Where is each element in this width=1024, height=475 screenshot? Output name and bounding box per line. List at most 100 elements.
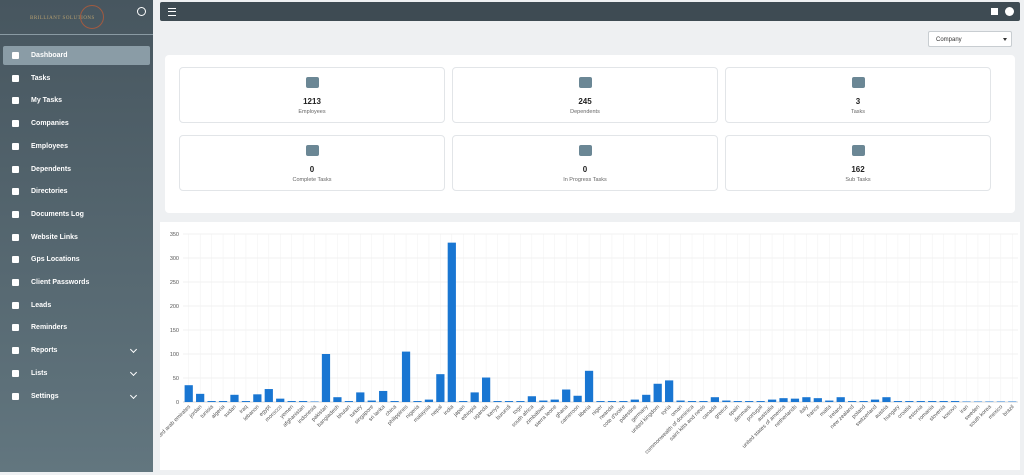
nav-label: Documents Log bbox=[31, 211, 84, 218]
y-tick-label: 150 bbox=[170, 328, 179, 334]
nav-item[interactable]: Leads bbox=[3, 296, 150, 315]
bar bbox=[265, 389, 273, 402]
nav-label: Dependents bbox=[31, 166, 71, 173]
y-tick-label: 300 bbox=[170, 256, 179, 262]
bar bbox=[837, 397, 845, 402]
bar bbox=[745, 401, 753, 402]
logo[interactable]: BRILLIANT SOLUTIONS bbox=[30, 4, 110, 30]
bar bbox=[493, 401, 501, 402]
bar bbox=[848, 401, 856, 402]
bar bbox=[242, 401, 250, 402]
nav-item[interactable]: Reminders bbox=[3, 318, 150, 337]
bar bbox=[722, 401, 730, 402]
nav-item[interactable]: Directories bbox=[3, 182, 150, 201]
card-label: Employees bbox=[180, 109, 444, 115]
bar bbox=[779, 398, 787, 402]
nav-icon bbox=[12, 279, 19, 286]
logo-mark bbox=[80, 5, 104, 29]
nav-icon bbox=[12, 347, 19, 354]
nav-item[interactable]: Dependents bbox=[3, 160, 150, 179]
nav-item[interactable]: My Tasks bbox=[3, 91, 150, 110]
translate-button[interactable] bbox=[991, 8, 998, 15]
nav-item[interactable]: Website Links bbox=[3, 228, 150, 247]
nav-label: My Tasks bbox=[31, 97, 62, 104]
bar bbox=[196, 394, 204, 402]
nav-icon bbox=[12, 166, 19, 173]
bar bbox=[894, 401, 902, 402]
nav-icon bbox=[12, 393, 19, 400]
bar bbox=[505, 401, 513, 402]
stat-card: 0 Complete Tasks bbox=[179, 135, 445, 191]
x-tick-label: liberia bbox=[578, 404, 593, 419]
bar bbox=[734, 401, 742, 402]
nav-item[interactable]: Client Passwords bbox=[3, 273, 150, 292]
bar bbox=[596, 401, 604, 402]
nav-item[interactable]: Tasks bbox=[3, 69, 150, 88]
nav-item[interactable]: Gps Locations bbox=[3, 250, 150, 269]
bar bbox=[562, 390, 570, 402]
card-label: Tasks bbox=[726, 109, 990, 115]
bar bbox=[940, 401, 948, 402]
menu-button[interactable] bbox=[168, 8, 176, 16]
bar bbox=[345, 401, 353, 402]
chevron bbox=[130, 346, 137, 353]
bar bbox=[905, 401, 913, 402]
bar bbox=[654, 384, 662, 402]
company-select[interactable]: Company bbox=[928, 31, 1012, 47]
bar bbox=[448, 243, 456, 402]
bar bbox=[276, 399, 284, 402]
stat-card: 3 Tasks bbox=[725, 67, 991, 123]
card-icon bbox=[852, 77, 865, 88]
bar bbox=[619, 401, 627, 402]
y-tick-label: 100 bbox=[170, 352, 179, 358]
bar bbox=[425, 400, 433, 402]
avatar[interactable] bbox=[1005, 7, 1014, 16]
nav-label: Dashboard bbox=[31, 52, 68, 59]
x-tick-label: nepal bbox=[430, 404, 444, 418]
nav-icon bbox=[12, 302, 19, 309]
bar bbox=[802, 397, 810, 402]
card-value: 162 bbox=[726, 165, 990, 174]
stat-card: 162 Sub Tasks bbox=[725, 135, 991, 191]
card-label: Complete Tasks bbox=[180, 177, 444, 183]
nav-label: Gps Locations bbox=[31, 256, 80, 263]
nav-item[interactable]: Reports bbox=[3, 341, 150, 360]
nav-item[interactable]: Settings bbox=[3, 387, 150, 406]
close-sidebar[interactable] bbox=[137, 7, 146, 16]
nav-item[interactable]: Employees bbox=[3, 137, 150, 156]
bar bbox=[665, 380, 673, 402]
divider bbox=[0, 34, 153, 35]
nav-item[interactable]: Documents Log bbox=[3, 205, 150, 224]
nav-icon bbox=[12, 52, 19, 59]
bar bbox=[471, 392, 479, 402]
bar bbox=[711, 397, 719, 402]
nav-icon bbox=[12, 75, 19, 82]
x-tick-label: brazil bbox=[1002, 404, 1016, 418]
nav-label: Reports bbox=[31, 347, 57, 354]
bar bbox=[951, 401, 959, 402]
card-value: 3 bbox=[726, 97, 990, 106]
bar bbox=[882, 397, 890, 402]
bar bbox=[871, 400, 879, 402]
nav-icon bbox=[12, 234, 19, 241]
nav-label: Lists bbox=[31, 370, 47, 377]
nav-item[interactable]: Dashboard bbox=[3, 46, 150, 65]
nav-label: Website Links bbox=[31, 234, 78, 241]
bar bbox=[185, 385, 193, 402]
nav-icon bbox=[12, 188, 19, 195]
nav-item[interactable]: Companies bbox=[3, 114, 150, 133]
card-icon bbox=[306, 145, 319, 156]
bar bbox=[574, 396, 582, 402]
nav-item[interactable]: Lists bbox=[3, 364, 150, 383]
bar bbox=[631, 400, 639, 402]
bar bbox=[253, 394, 261, 402]
bar bbox=[482, 378, 490, 402]
card-value: 0 bbox=[180, 165, 444, 174]
card-label: Sub Tasks bbox=[726, 177, 990, 183]
nav-icon bbox=[12, 143, 19, 150]
bar bbox=[379, 391, 387, 402]
